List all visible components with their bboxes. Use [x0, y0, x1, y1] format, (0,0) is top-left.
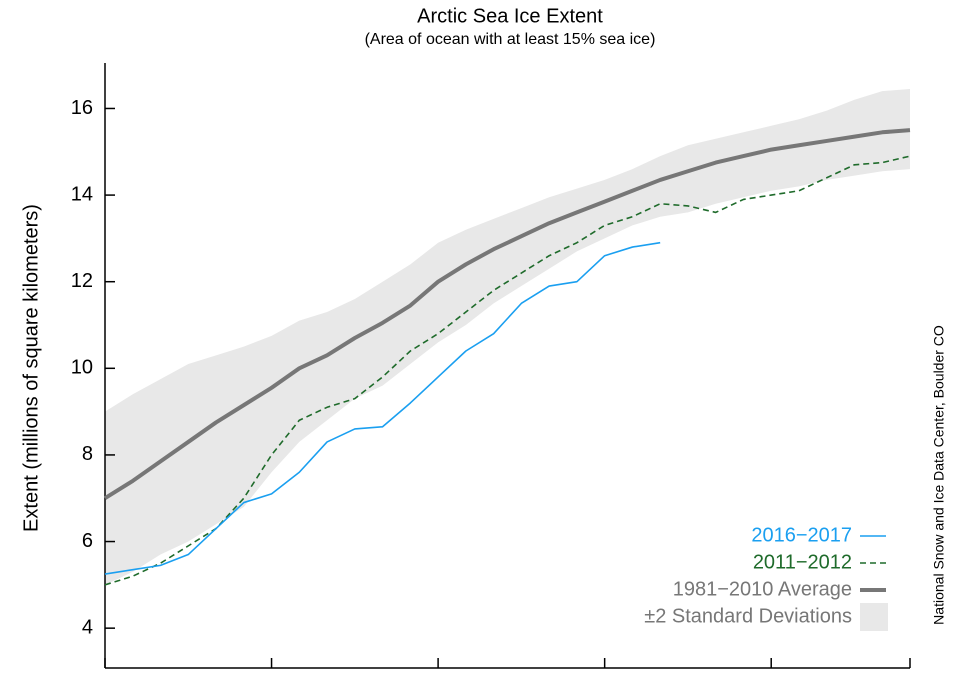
y-tick-label: 14	[71, 183, 93, 205]
series-line	[103, 128, 911, 500]
y-axis-label: Extent (millions of square kilometers)	[20, 204, 42, 532]
chart-subtitle: (Area of ocean with at least 15% sea ice…	[365, 31, 656, 48]
legend-label: 1981−2010 Average	[673, 578, 852, 600]
legend-label: ±2 Standard Deviations	[644, 605, 852, 627]
legend-label: 2011−2012	[753, 551, 852, 573]
chart-title: Arctic Sea Ice Extent	[417, 5, 603, 27]
y-tick-label: 8	[82, 443, 93, 465]
source-credit: National Snow and Ice Data Center, Bould…	[931, 325, 947, 625]
series-line	[104, 155, 911, 586]
y-tick-label: 4	[82, 616, 93, 638]
std-band	[105, 88, 910, 585]
y-tick-label: 16	[71, 97, 93, 119]
legend-swatch	[860, 603, 888, 631]
y-tick-label: 6	[82, 530, 93, 552]
legend-label: 2016−2017	[751, 524, 852, 546]
y-tick-label: 10	[71, 357, 93, 379]
series-line	[104, 241, 661, 575]
y-tick-label: 12	[71, 270, 93, 292]
